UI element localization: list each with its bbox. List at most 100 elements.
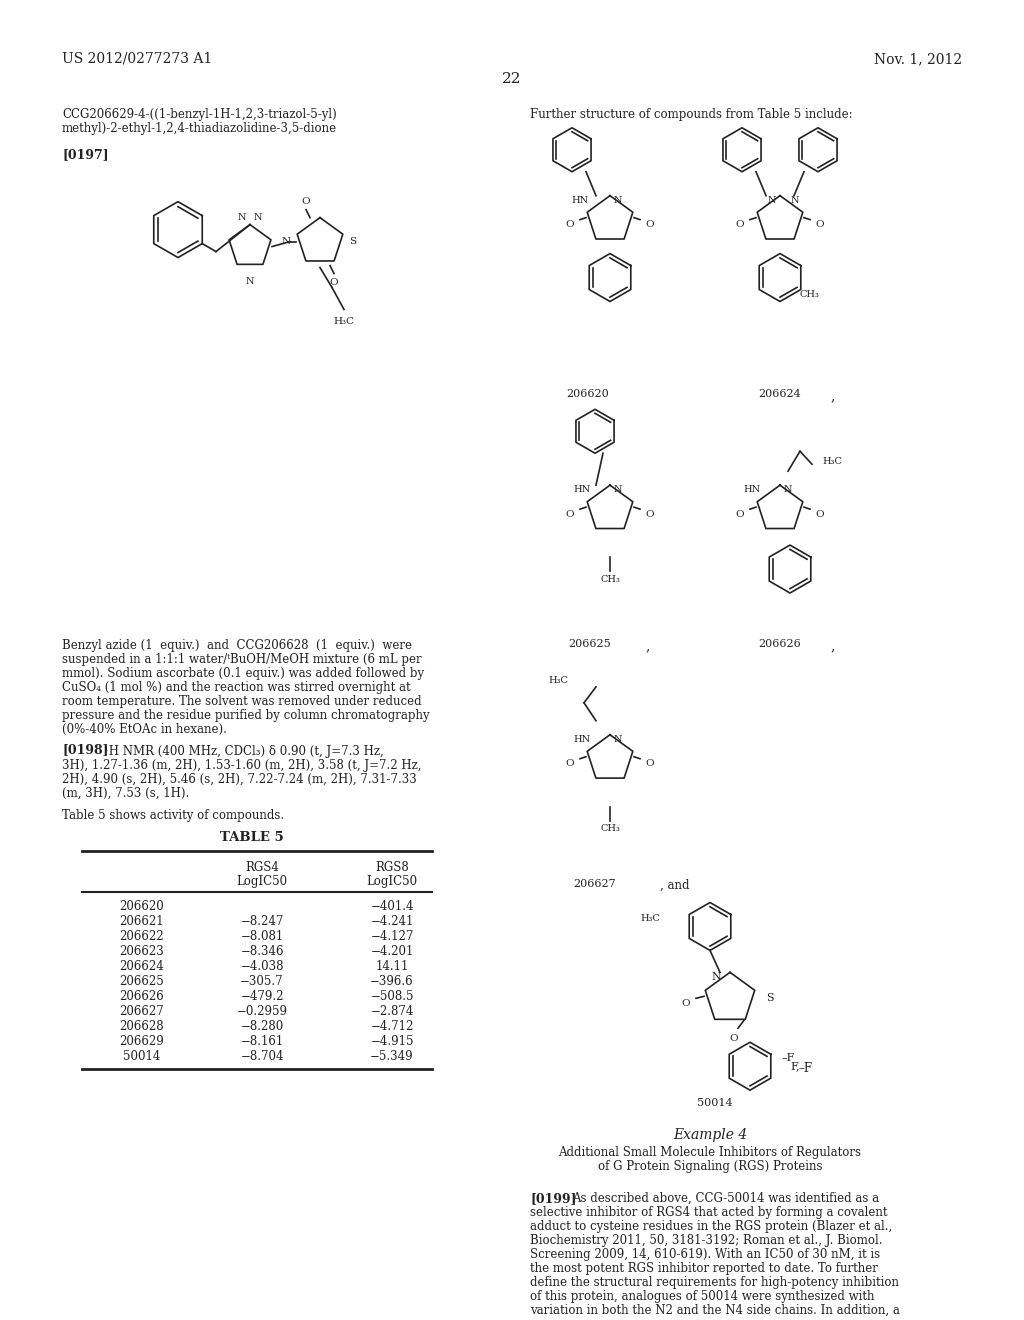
Text: O: O [816, 220, 824, 230]
Text: 206620: 206620 [120, 900, 165, 913]
Text: −4.712: −4.712 [371, 1020, 414, 1034]
Text: ,: , [830, 639, 835, 653]
Text: of G Protein Signaling (RGS) Proteins: of G Protein Signaling (RGS) Proteins [598, 1160, 822, 1173]
Text: H₃C: H₃C [548, 676, 568, 685]
Text: 50014: 50014 [697, 1098, 733, 1109]
Text: −4.127: −4.127 [371, 931, 414, 944]
Text: –F: –F [798, 1061, 812, 1074]
Text: ,: , [830, 389, 835, 404]
Text: ¹H NMR (400 MHz, CDCl₃) δ 0.90 (t, J=7.3 Hz,: ¹H NMR (400 MHz, CDCl₃) δ 0.90 (t, J=7.3… [104, 744, 384, 758]
Text: O: O [730, 1034, 738, 1043]
Text: −8.247: −8.247 [241, 916, 284, 928]
Text: Additional Small Molecule Inhibitors of Regulators: Additional Small Molecule Inhibitors of … [558, 1146, 861, 1159]
Text: O: O [646, 759, 654, 768]
Text: O: O [565, 220, 574, 230]
Text: −479.2: −479.2 [241, 990, 284, 1003]
Text: pressure and the residue purified by column chromatography: pressure and the residue purified by col… [62, 709, 430, 722]
Text: 206628: 206628 [120, 1020, 164, 1034]
Text: N: N [783, 486, 793, 494]
Text: O: O [565, 510, 574, 519]
Text: 206627: 206627 [573, 879, 616, 888]
Text: N: N [254, 213, 262, 222]
Text: variation in both the N2 and the N4 side chains. In addition, a: variation in both the N2 and the N4 side… [530, 1304, 900, 1317]
Text: US 2012/0277273 A1: US 2012/0277273 A1 [62, 51, 212, 66]
Text: 206622: 206622 [120, 931, 164, 944]
Text: (0%-40% EtOAc in hexane).: (0%-40% EtOAc in hexane). [62, 723, 227, 735]
Text: suspended in a 1:1:1 water/ᵗBuOH/MeOH mixture (6 mL per: suspended in a 1:1:1 water/ᵗBuOH/MeOH mi… [62, 653, 422, 665]
Text: O: O [646, 510, 654, 519]
Text: N: N [282, 238, 291, 246]
Text: 22: 22 [502, 71, 522, 86]
Text: [0199]: [0199] [530, 1192, 577, 1205]
Text: −8.280: −8.280 [241, 1020, 284, 1034]
Text: CuSO₄ (1 mol %) and the reaction was stirred overnight at: CuSO₄ (1 mol %) and the reaction was sti… [62, 681, 411, 694]
Text: N: N [238, 213, 246, 222]
Text: O: O [330, 277, 338, 286]
Text: 2H), 4.90 (s, 2H), 5.46 (s, 2H), 7.22-7.24 (m, 2H), 7.31-7.33: 2H), 4.90 (s, 2H), 5.46 (s, 2H), 7.22-7.… [62, 772, 417, 785]
Text: 50014: 50014 [123, 1051, 161, 1063]
Text: −8.081: −8.081 [241, 931, 284, 944]
Text: −8.704: −8.704 [241, 1051, 284, 1063]
Text: CH₃: CH₃ [600, 574, 620, 583]
Text: 206624: 206624 [759, 389, 802, 400]
Text: O: O [735, 220, 744, 230]
Text: −401.4: −401.4 [371, 900, 414, 913]
Text: Nov. 1, 2012: Nov. 1, 2012 [873, 51, 962, 66]
Text: H₃C: H₃C [334, 318, 354, 326]
Text: RGS8: RGS8 [375, 861, 409, 874]
Text: , and: , and [660, 879, 689, 891]
Text: 206620: 206620 [566, 389, 609, 400]
Text: HN: HN [573, 486, 591, 494]
Text: of this protein, analogues of 50014 were synthesized with: of this protein, analogues of 50014 were… [530, 1290, 874, 1303]
Text: 206621: 206621 [120, 916, 164, 928]
Text: N: N [246, 276, 254, 285]
Text: −4.915: −4.915 [371, 1035, 414, 1048]
Text: CCG206629-4-((1-benzyl-1H-1,2,3-triazol-5-yl): CCG206629-4-((1-benzyl-1H-1,2,3-triazol-… [62, 108, 337, 121]
Text: Example 4: Example 4 [673, 1129, 748, 1142]
Text: define the structural requirements for high-potency inhibition: define the structural requirements for h… [530, 1276, 899, 1288]
Text: −396.6: −396.6 [371, 975, 414, 989]
Text: 14.11: 14.11 [376, 961, 409, 973]
Text: (m, 3H), 7.53 (s, 1H).: (m, 3H), 7.53 (s, 1H). [62, 787, 189, 800]
Text: −5.349: −5.349 [371, 1051, 414, 1063]
Text: N: N [711, 973, 721, 982]
Text: Biochemistry 2011, 50, 3181-3192; Roman et al., J. Biomol.: Biochemistry 2011, 50, 3181-3192; Roman … [530, 1234, 883, 1247]
Text: Benzyl azide (1  equiv.)  and  CCG206628  (1  equiv.)  were: Benzyl azide (1 equiv.) and CCG206628 (1… [62, 639, 412, 652]
Text: HN: HN [571, 195, 589, 205]
Text: 206624: 206624 [120, 961, 165, 973]
Text: CH₃: CH₃ [800, 290, 820, 300]
Text: H₃C: H₃C [640, 913, 660, 923]
Text: −4.038: −4.038 [241, 961, 284, 973]
Text: N: N [613, 735, 623, 743]
Text: O: O [735, 510, 744, 519]
Text: 206626: 206626 [759, 639, 802, 649]
Text: 206623: 206623 [120, 945, 165, 958]
Text: TABLE 5: TABLE 5 [220, 830, 284, 843]
Text: H₃C: H₃C [822, 457, 842, 466]
Text: the most potent RGS inhibitor reported to date. To further: the most potent RGS inhibitor reported t… [530, 1262, 878, 1275]
Text: −8.161: −8.161 [241, 1035, 284, 1048]
Text: O: O [816, 510, 824, 519]
Text: CH₃: CH₃ [600, 824, 620, 833]
Text: −8.346: −8.346 [241, 945, 284, 958]
Text: [0197]: [0197] [62, 148, 109, 161]
Text: 206627: 206627 [120, 1006, 165, 1018]
Text: LogIC50: LogIC50 [367, 875, 418, 887]
Text: 206625: 206625 [120, 975, 165, 989]
Text: N: N [768, 195, 776, 205]
Text: HN: HN [743, 486, 761, 494]
Text: N: N [613, 486, 623, 494]
Text: 206625: 206625 [568, 639, 611, 649]
Text: −4.241: −4.241 [371, 916, 414, 928]
Text: LogIC50: LogIC50 [237, 875, 288, 887]
Text: [0198]: [0198] [62, 743, 109, 756]
Text: −0.2959: −0.2959 [237, 1006, 288, 1018]
Text: methyl)-2-ethyl-1,2,4-thiadiazolidine-3,5-dione: methyl)-2-ethyl-1,2,4-thiadiazolidine-3,… [62, 121, 337, 135]
Text: Table 5 shows activity of compounds.: Table 5 shows activity of compounds. [62, 809, 284, 821]
Text: 206629: 206629 [120, 1035, 165, 1048]
Text: O: O [302, 197, 310, 206]
Text: F,: F, [790, 1061, 800, 1072]
Text: −2.874: −2.874 [371, 1006, 414, 1018]
Text: N: N [791, 195, 800, 205]
Text: S: S [766, 994, 773, 1003]
